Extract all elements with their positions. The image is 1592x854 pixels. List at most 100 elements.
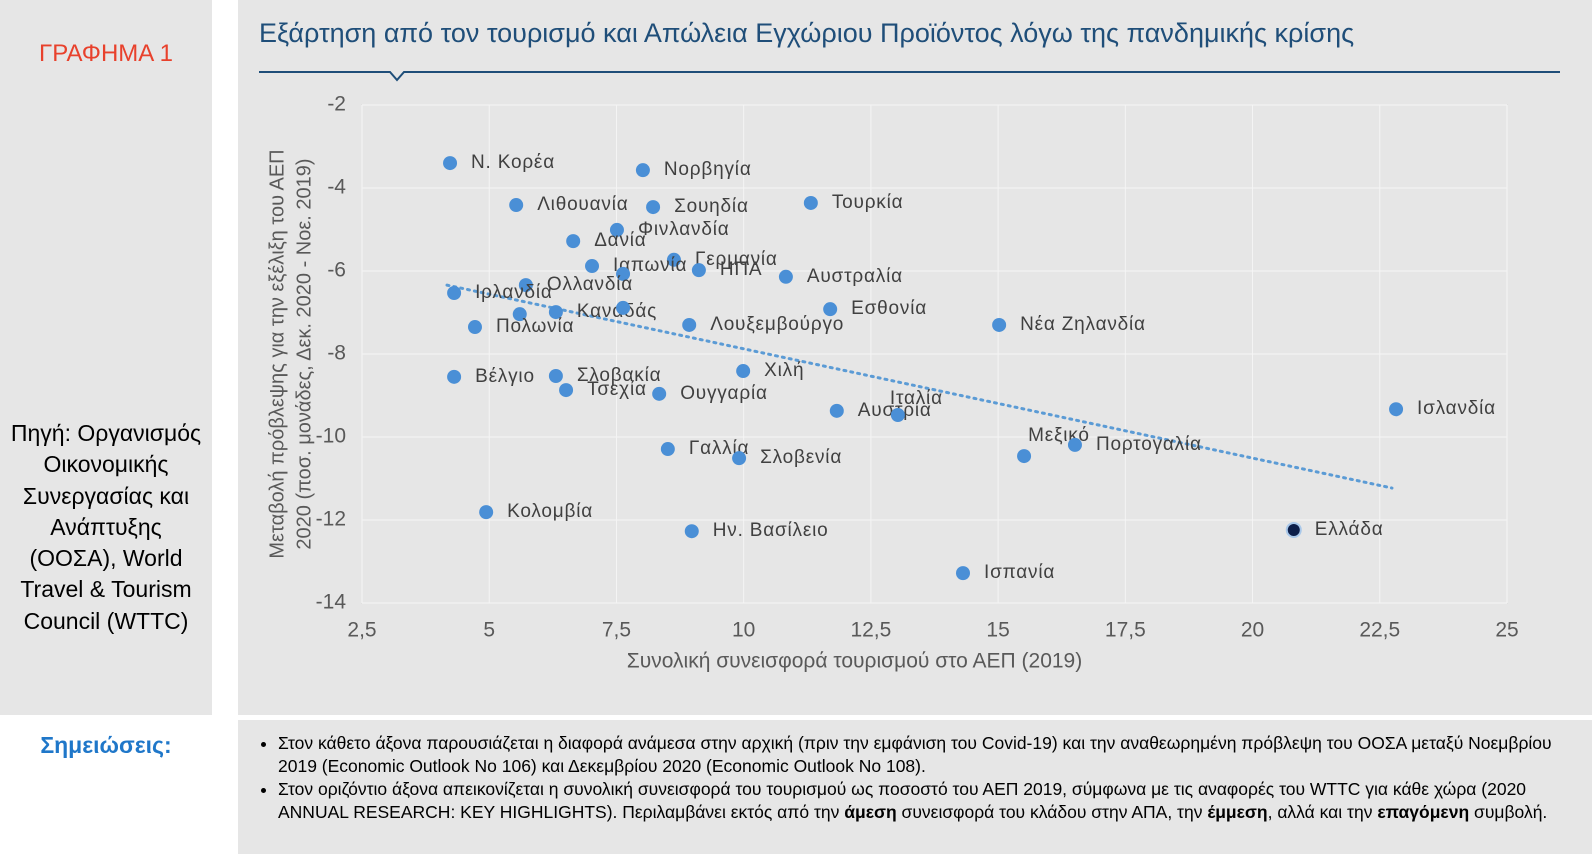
y-tick-label: -12: [316, 508, 346, 531]
point: [660, 442, 675, 457]
point-label: Ιαπωνία: [613, 255, 687, 276]
point-label: Γερμανία: [695, 249, 778, 270]
notes-title: Σημειώσεις:: [40, 732, 172, 758]
x-tick-label: 20: [1241, 619, 1264, 642]
point: [1389, 402, 1404, 417]
point-label: Ην. Βασίλειο: [713, 520, 829, 541]
y-tick-label: -2: [327, 93, 346, 116]
point: [778, 269, 793, 284]
point: [509, 198, 524, 213]
point-label: Χιλή: [764, 360, 804, 381]
y-tick-label: -10: [316, 425, 346, 448]
x-tick-label: 7,5: [602, 619, 631, 642]
point-label: Τσεχία: [587, 379, 647, 400]
point-label: Λουξεμβούργο: [710, 314, 844, 335]
point-label: Αυστραλία: [807, 266, 903, 287]
point: [682, 317, 697, 332]
note-text: συνεισφορά του κλάδου στην ΑΠΑ, την: [896, 802, 1208, 822]
point-label: Νέα Ζηλανδία: [1020, 314, 1146, 335]
point: [635, 163, 650, 178]
note-text: Στον κάθετο άξονα παρουσιάζεται η διαφορ…: [278, 733, 1552, 776]
point: [518, 278, 533, 293]
point: [992, 317, 1007, 332]
point: [652, 386, 667, 401]
point-label: Ολλανδία: [547, 274, 633, 295]
point-label: Νορβηγία: [664, 159, 752, 180]
x-tick-label: 2,5: [347, 619, 376, 642]
notes-panel: [238, 720, 1592, 854]
y-tick-label: -4: [327, 176, 346, 199]
figure-label: ΓΡΑΦΗΜΑ 1: [39, 40, 173, 67]
y-tick-label: -8: [327, 342, 346, 365]
point: [566, 234, 581, 249]
x-tick-label: 17,5: [1105, 619, 1146, 642]
note-text: Στον οριζόντιο άξονα απεικονίζεται η συν…: [278, 779, 1527, 822]
point-label: Πολωνία: [496, 316, 574, 337]
x-tick-label: 10: [732, 619, 755, 642]
point-label: Κολομβία: [507, 501, 593, 522]
point-label: Σλοβενία: [760, 447, 842, 468]
point-label: Καναδάς: [577, 301, 657, 322]
point: [512, 307, 527, 322]
chart-title: Εξάρτηση από τον τουρισμό και Απώλεια Εγ…: [259, 18, 1354, 48]
point: [548, 305, 563, 320]
x-tick-label: 25: [1495, 619, 1518, 642]
source: Πηγή: Οργανισμός Οικονομικής Συνεργασίας…: [10, 420, 202, 634]
point: [1285, 521, 1302, 538]
point: [479, 505, 494, 520]
point: [609, 222, 624, 237]
point: [691, 263, 706, 278]
point: [666, 252, 681, 267]
point: [585, 259, 600, 274]
point-label: Λιθουανία: [537, 194, 628, 215]
point-label: ΗΠΑ: [720, 259, 763, 280]
y-tick-label: -6: [327, 259, 346, 282]
point: [955, 566, 970, 581]
title-rule: [259, 71, 1560, 82]
point: [890, 408, 905, 423]
point: [829, 403, 844, 418]
point: [736, 364, 751, 379]
point-label: Πορτογαλία: [1096, 434, 1202, 455]
point-label: Ν. Κορέα: [471, 152, 555, 173]
point: [732, 451, 747, 466]
note: Στον οριζόντιο άξονα απεικονίζεται η συν…: [278, 778, 1588, 824]
chart: Εξάρτηση από τον τουρισμό και Απώλεια Εγ…: [259, 18, 1560, 673]
point-label: Γαλλία: [689, 438, 749, 459]
point: [447, 369, 462, 384]
note-text: , αλλά και την: [1267, 802, 1378, 822]
point-label: Εσθονία: [851, 298, 927, 319]
note-bold: άμεση: [844, 802, 897, 822]
point: [443, 156, 458, 171]
note-text: συμβολή.: [1469, 802, 1548, 822]
note-bold: έμμεση: [1207, 802, 1268, 822]
point-label: Σουηδία: [674, 196, 749, 217]
point-label: Σλοβακία: [577, 365, 662, 386]
point: [684, 524, 699, 539]
x-tick-label: 22,5: [1359, 619, 1400, 642]
point: [1017, 449, 1032, 464]
chart-panel: [238, 0, 1592, 715]
point-label: Βέλγιο: [475, 366, 535, 387]
point-label: Ιταλία: [890, 388, 943, 409]
x-tick-label: 5: [483, 619, 495, 642]
point-label: Ουγγαρία: [680, 383, 768, 404]
notes: Στον κάθετο άξονα παρουσιάζεται η διαφορ…: [258, 732, 1588, 824]
point: [616, 300, 631, 315]
point: [823, 302, 838, 317]
point: [803, 195, 818, 210]
point: [646, 200, 661, 215]
point-label: Ισλανδία: [1417, 398, 1496, 419]
note-bold: επαγόμενη: [1377, 802, 1470, 822]
x-axis-title: Συνολική συνεισφορά τουρισμού στο ΑΕΠ (2…: [627, 650, 1082, 673]
x-tick-label: 15: [986, 619, 1009, 642]
point: [467, 320, 482, 335]
point: [616, 266, 631, 281]
y-axis-title: 2020 (ποσ. μονάδες, Δεκ. 2020 - Νοε. 201…: [293, 158, 315, 549]
point-label: Ιρλανδία: [475, 282, 553, 303]
point: [559, 383, 574, 398]
note: Στον κάθετο άξονα παρουσιάζεται η διαφορ…: [278, 732, 1588, 778]
y-tick-label: -14: [316, 591, 347, 614]
point-label: Φινλανδία: [638, 219, 730, 240]
